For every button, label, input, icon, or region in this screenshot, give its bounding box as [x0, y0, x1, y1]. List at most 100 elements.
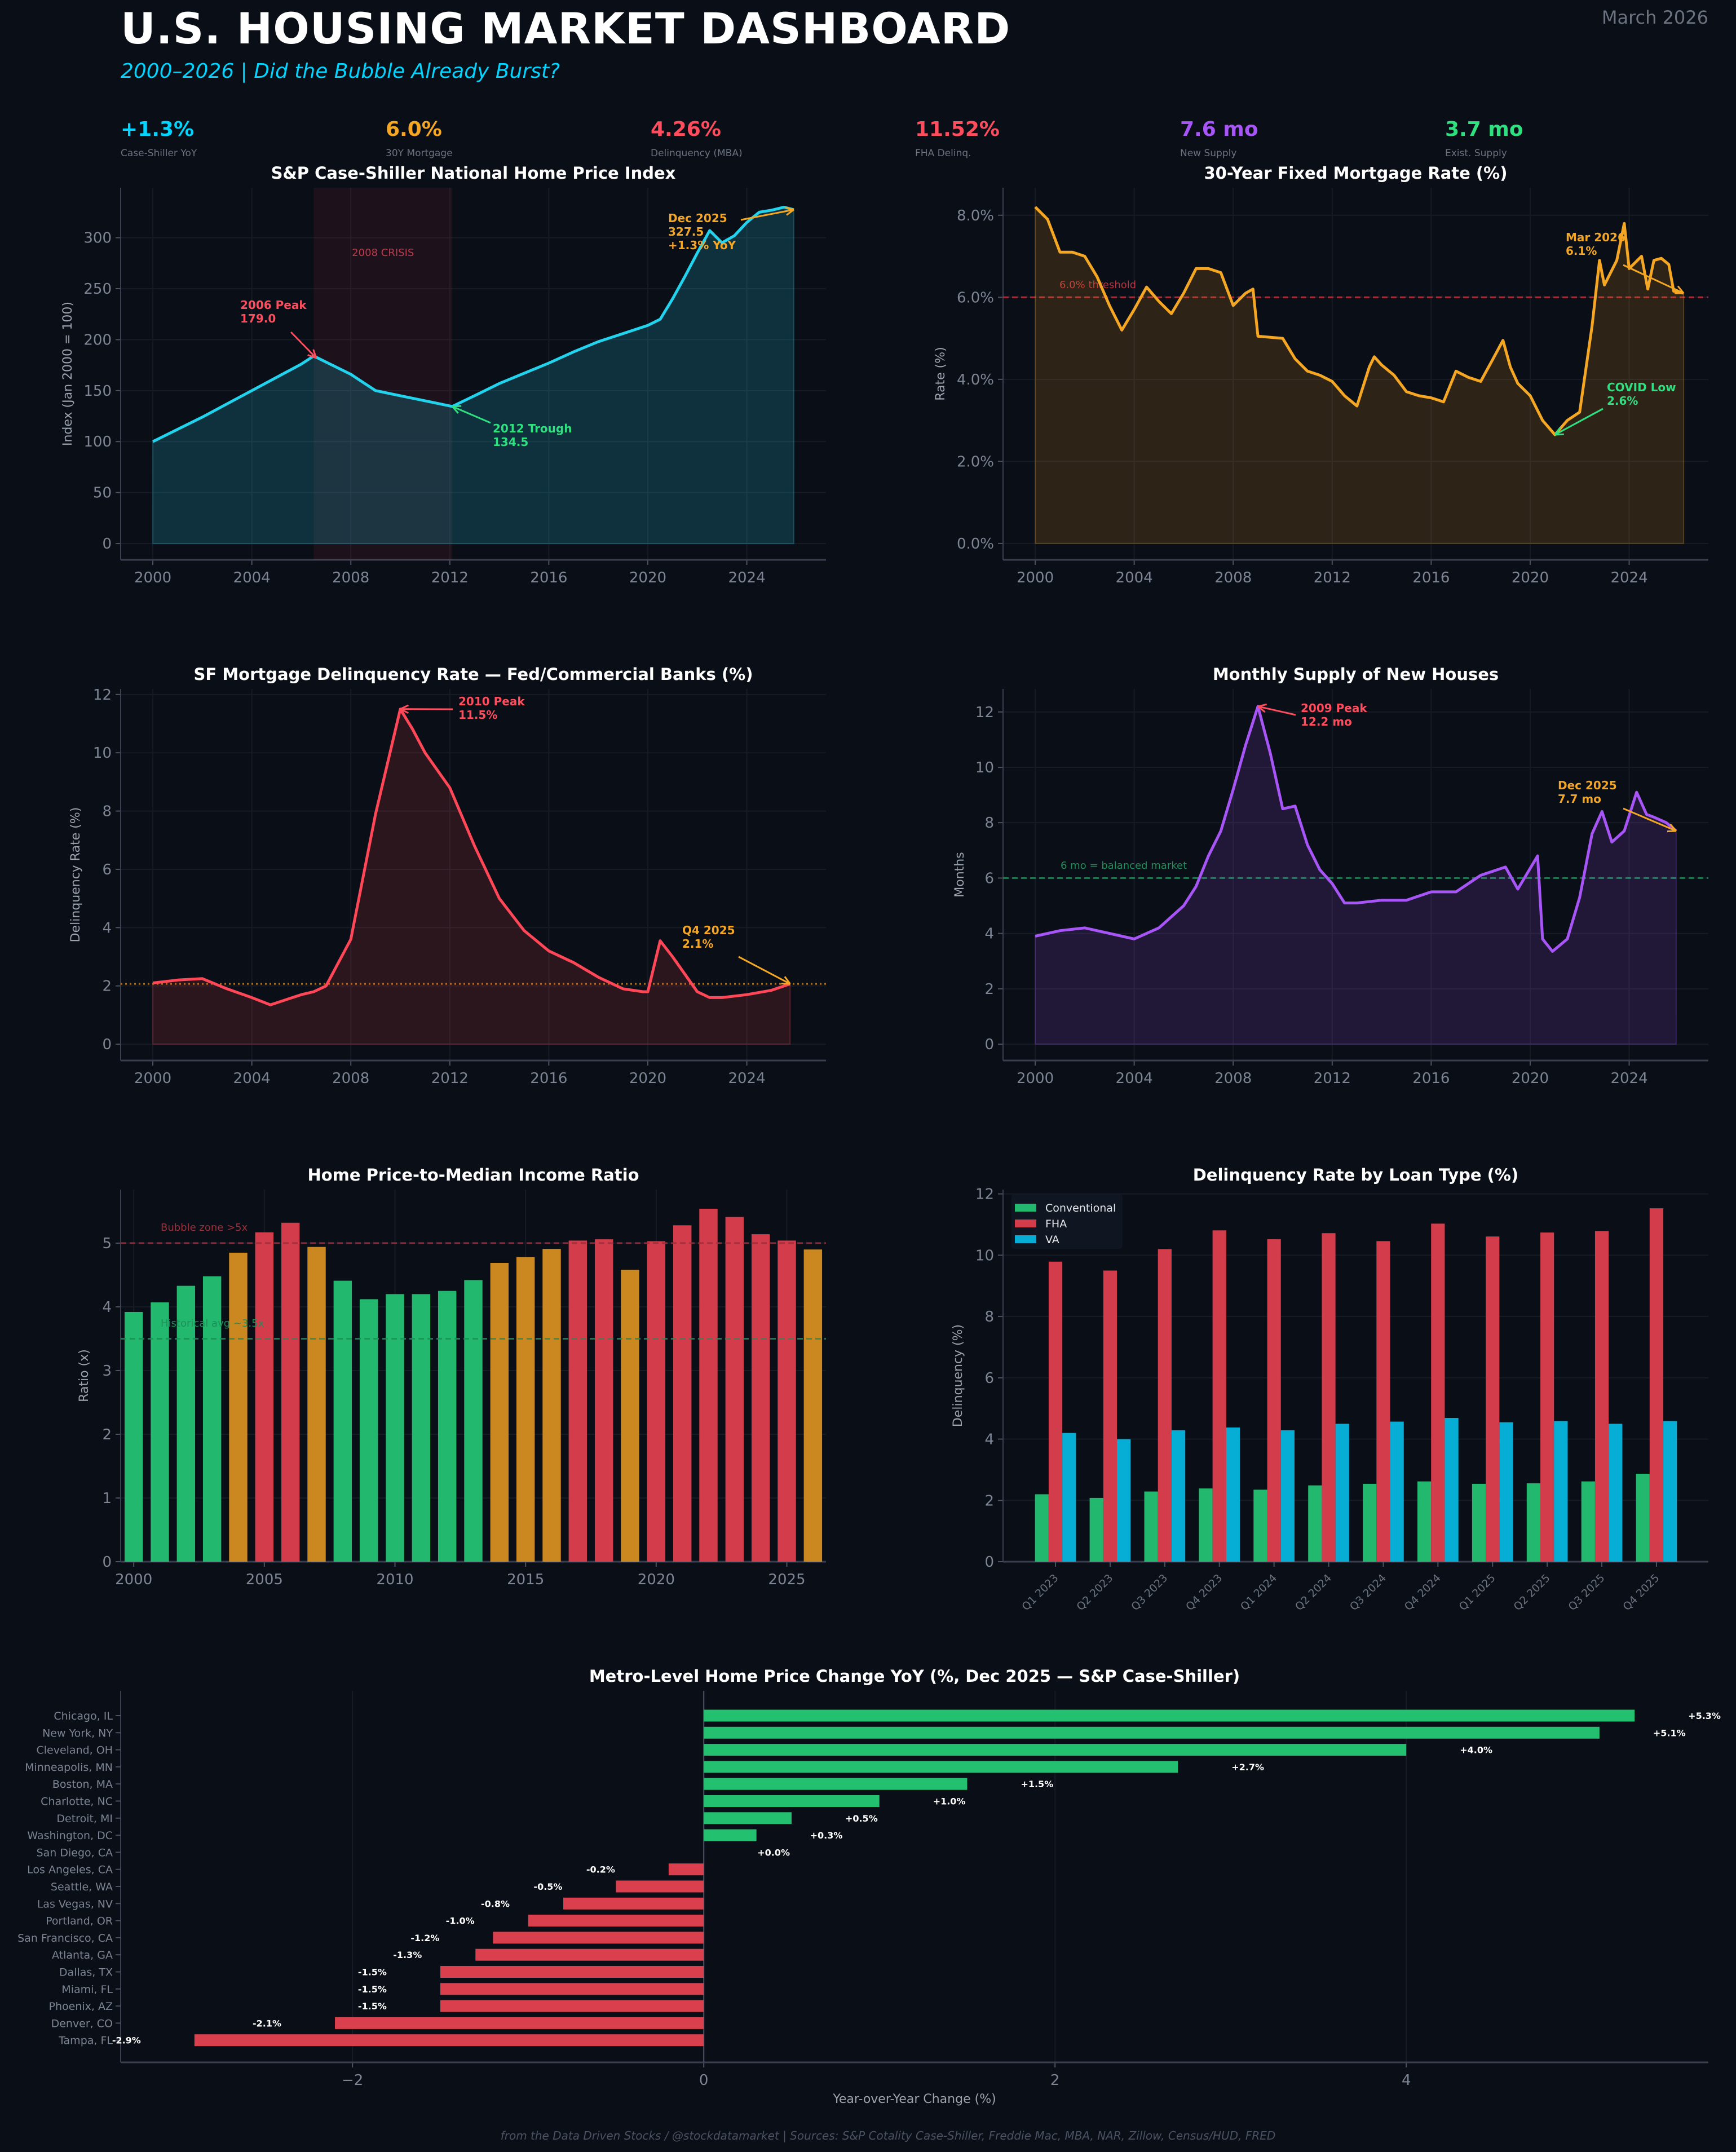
- y-tick-label: 150: [83, 383, 112, 400]
- metro-value-label: +4.0%: [1460, 1745, 1492, 1756]
- chart-title: 30-Year Fixed Mortgage Rate (%): [1204, 164, 1508, 183]
- annotation-text: 2012 Trough: [493, 422, 572, 435]
- metro-bar: [668, 1863, 704, 1876]
- reference-line-label: 6.0% threshold: [1059, 279, 1136, 291]
- legend: Conventional FHA VA: [1011, 1194, 1123, 1249]
- x-axis-label: Year-over-Year Change (%): [832, 2092, 996, 2106]
- metro-label: Chicago, IL: [54, 1710, 113, 1722]
- metro-label: Tampa, FL: [58, 2035, 113, 2047]
- metro-label: Las Vegas, NV: [37, 1898, 113, 1910]
- chart-title: Home Price-to-Median Income Ratio: [307, 1165, 639, 1185]
- y-tick-label: 4: [984, 926, 994, 943]
- x-tick-label: 2016: [530, 569, 567, 586]
- series-area: [1035, 704, 1677, 1045]
- bar-2010: [386, 1294, 404, 1562]
- bar-conventional: [1253, 1490, 1267, 1562]
- x-tick-label: 2004: [1116, 569, 1153, 586]
- bar-2021: [673, 1225, 692, 1562]
- metro-bar: [475, 1948, 704, 1961]
- metro-label: Portland, OR: [46, 1915, 113, 1928]
- annotation-text: COVID Low: [1607, 381, 1676, 394]
- x-tick-label: 2020: [629, 569, 666, 586]
- metro-value-label: +5.3%: [1688, 1711, 1721, 1721]
- annotation-text: 134.5: [493, 435, 528, 449]
- bar-conventional: [1636, 1473, 1650, 1562]
- x-tick-label: 2012: [431, 569, 469, 586]
- bar-fha: [1267, 1239, 1281, 1562]
- metro-bar: [704, 1709, 1635, 1722]
- metro-label: Atlanta, GA: [52, 1949, 113, 1961]
- series-area: [152, 206, 794, 545]
- y-tick-label: 6: [102, 861, 112, 878]
- metro-bar: [704, 1829, 757, 1841]
- bar-fha: [1431, 1223, 1445, 1562]
- arrow-head: [1554, 433, 1564, 436]
- bar-conventional: [1089, 1497, 1103, 1562]
- annotation-text: Q4 2025: [682, 923, 735, 937]
- x-tick-label: 2024: [1610, 1070, 1647, 1087]
- x-tick-label: 2024: [728, 1070, 765, 1087]
- x-tick-label: 2015: [507, 1571, 544, 1588]
- metro-bar: [563, 1897, 704, 1910]
- y-tick-label: 6: [984, 870, 994, 887]
- bar-2014: [490, 1262, 509, 1562]
- annotation-text: 12.2 mo: [1301, 715, 1352, 728]
- bar-va: [1663, 1421, 1677, 1562]
- annotation-text: 7.7 mo: [1558, 792, 1601, 806]
- x-tick-label: −2: [342, 2072, 363, 2089]
- x-tick-label: 2024: [1610, 569, 1647, 586]
- x-tick-label: 2016: [1412, 1070, 1450, 1087]
- x-tick-label: Q4 2025: [1620, 1572, 1662, 1613]
- source-footer: from the Data Driven Stocks / @stockdata…: [500, 2129, 1276, 2142]
- y-axis-label: Rate (%): [934, 347, 948, 401]
- bar-conventional: [1035, 1494, 1049, 1562]
- bar-fha: [1158, 1249, 1172, 1562]
- x-tick-label: 2024: [728, 569, 765, 586]
- x-tick-label: Q3 2024: [1348, 1572, 1389, 1613]
- metro-value-label: -0.5%: [533, 1881, 562, 1892]
- bar-2023: [725, 1217, 744, 1562]
- legend-label: VA: [1045, 1234, 1059, 1246]
- bar-2026: [803, 1249, 823, 1562]
- bar-2004: [229, 1252, 248, 1562]
- mortgage-rate-chart: 30-Year Fixed Mortgage Rate (%) 0.0% 2.0% 4…: [934, 164, 1708, 586]
- bar-conventional: [1363, 1483, 1377, 1562]
- x-tick-label: 2004: [1116, 1070, 1153, 1087]
- y-tick-label: 10: [975, 759, 994, 776]
- bar-fha: [1048, 1261, 1063, 1562]
- arrow-head: [1257, 703, 1267, 708]
- metro-value-label: +0.5%: [845, 1813, 878, 1824]
- metro-bar: [704, 1795, 880, 1807]
- x-tick-label: Q4 2024: [1402, 1572, 1443, 1613]
- series-line: [152, 205, 794, 443]
- legend-swatch: [1015, 1219, 1036, 1227]
- bar-fha: [1594, 1231, 1609, 1562]
- metro-label: Miami, FL: [61, 1983, 113, 1996]
- y-tick-label: 10: [975, 1247, 994, 1264]
- bar-2003: [202, 1276, 222, 1562]
- arrow-head: [785, 206, 794, 211]
- bar-2018: [594, 1239, 613, 1562]
- chart-title: Monthly Supply of New Houses: [1213, 665, 1499, 684]
- y-tick-label: 3: [102, 1363, 112, 1380]
- legend-swatch: [1015, 1204, 1036, 1212]
- bar-conventional: [1417, 1481, 1432, 1562]
- metro-bar: [528, 1915, 704, 1927]
- kpi-case-shiller: +1.3% Case-Shiller YoY: [121, 117, 197, 159]
- y-tick-label: 1: [102, 1490, 112, 1507]
- bar-2022: [699, 1208, 718, 1562]
- x-tick-label: 2000: [134, 569, 171, 586]
- metro-label: Charlotte, NC: [41, 1796, 113, 1808]
- bar-fha: [1322, 1233, 1336, 1562]
- arrow-head: [784, 976, 791, 984]
- bar-fha: [1103, 1270, 1117, 1562]
- y-tick-label: 8: [984, 1309, 994, 1325]
- bar-2007: [307, 1247, 326, 1562]
- y-tick-label: 0: [102, 1036, 112, 1053]
- annotation-text: Dec 2025: [1558, 779, 1617, 792]
- bar-va: [1226, 1427, 1240, 1562]
- bar-va: [1062, 1433, 1076, 1562]
- chart-title: Metro-Level Home Price Change YoY (%, De…: [589, 1667, 1240, 1686]
